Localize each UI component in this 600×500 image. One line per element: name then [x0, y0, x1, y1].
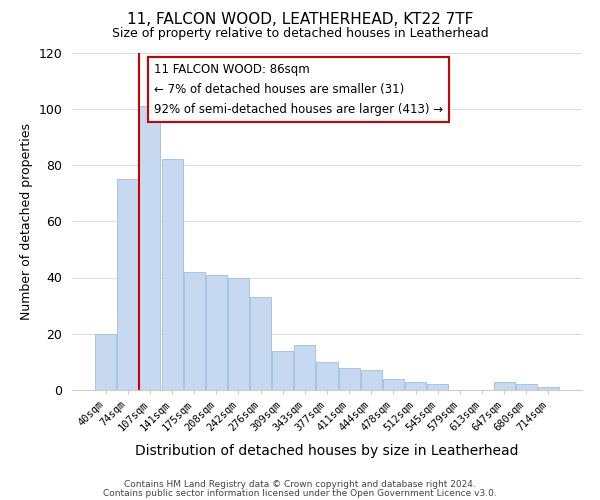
Bar	[515, 384, 536, 390]
Bar	[316, 362, 338, 390]
Text: Contains public sector information licensed under the Open Government Licence v3: Contains public sector information licen…	[103, 489, 497, 498]
Bar	[139, 106, 160, 390]
Bar	[95, 334, 116, 390]
Text: 11 FALCON WOOD: 86sqm
← 7% of detached houses are smaller (31)
92% of semi-detac: 11 FALCON WOOD: 86sqm ← 7% of detached h…	[154, 62, 443, 116]
Bar	[494, 382, 515, 390]
X-axis label: Distribution of detached houses by size in Leatherhead: Distribution of detached houses by size …	[135, 444, 519, 458]
Bar	[538, 387, 559, 390]
Bar	[427, 384, 448, 390]
Bar	[361, 370, 382, 390]
Bar	[118, 179, 139, 390]
Bar	[206, 274, 227, 390]
Bar	[295, 345, 316, 390]
Bar	[338, 368, 359, 390]
Text: 11, FALCON WOOD, LEATHERHEAD, KT22 7TF: 11, FALCON WOOD, LEATHERHEAD, KT22 7TF	[127, 12, 473, 28]
Text: Contains HM Land Registry data © Crown copyright and database right 2024.: Contains HM Land Registry data © Crown c…	[124, 480, 476, 489]
Bar	[383, 379, 404, 390]
Bar	[272, 350, 293, 390]
Bar	[228, 278, 249, 390]
Bar	[161, 160, 182, 390]
Y-axis label: Number of detached properties: Number of detached properties	[20, 122, 33, 320]
Text: Size of property relative to detached houses in Leatherhead: Size of property relative to detached ho…	[112, 28, 488, 40]
Bar	[405, 382, 426, 390]
Bar	[184, 272, 205, 390]
Bar	[250, 297, 271, 390]
